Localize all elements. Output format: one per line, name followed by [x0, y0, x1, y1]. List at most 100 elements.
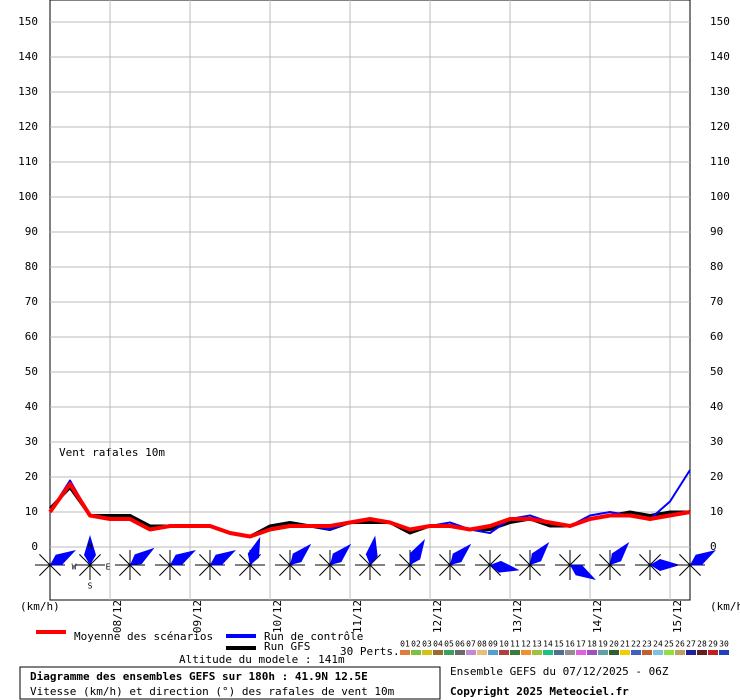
wind-arrow: [450, 543, 472, 565]
y-tick-label: 80: [25, 260, 38, 273]
perturbation-swatch: [675, 650, 685, 655]
wind-arrow: [365, 535, 378, 565]
perturbation-swatch: [510, 650, 520, 655]
y-tick-label: 120: [18, 120, 38, 133]
y-tick-label: 50: [25, 365, 38, 378]
copyright: Copyright 2025 Meteociel.fr: [450, 685, 629, 698]
wind-arrow: [409, 539, 425, 565]
perturbation-swatch: [708, 650, 718, 655]
perturbations-label: 30 Perts.: [340, 645, 400, 658]
wind-arrow: [210, 550, 236, 566]
y-tick-label: 80: [710, 260, 723, 273]
y-tick-label: 110: [18, 155, 38, 168]
perturbation-label: 12: [521, 640, 531, 649]
altitude: Altitude du modele : 141m: [179, 653, 345, 666]
compass-label: N: [88, 542, 93, 551]
wind-arrow: [84, 535, 96, 565]
y-tick-label: 40: [710, 400, 723, 413]
perturbation-label: 03: [422, 640, 432, 649]
perturbation-swatch: [642, 650, 652, 655]
y-tick-label: 70: [25, 295, 38, 308]
x-tick-label: 09/12: [191, 600, 204, 633]
footer-subtitle: Vitesse (km/h) et direction (°) des rafa…: [30, 685, 395, 698]
x-tick-label: 12/12: [431, 600, 444, 633]
perturbation-swatch: [653, 650, 663, 655]
perturbation-label: 13: [532, 640, 542, 649]
run-info: Ensemble GEFS du 07/12/2025 - 06Z: [450, 665, 669, 678]
perturbation-label: 25: [664, 640, 674, 649]
perturbation-swatch: [433, 650, 443, 655]
y-tick-label: 130: [18, 85, 38, 98]
perturbation-label: 24: [653, 640, 663, 649]
compass-label: S: [88, 582, 93, 591]
perturbation-swatch: [455, 650, 465, 655]
perturbation-label: 05: [444, 640, 454, 649]
perturbation-swatch: [631, 650, 641, 655]
perturbation-label: 27: [686, 640, 696, 649]
wind-arrow: [690, 550, 716, 566]
perturbation-swatch: [554, 650, 564, 655]
legend-label: Run de contrôle: [264, 630, 363, 643]
y-tick-label: 100: [18, 190, 38, 203]
x-tick-label: 08/12: [111, 600, 124, 633]
perturbation-label: 14: [543, 640, 553, 649]
perturbation-swatch: [664, 650, 674, 655]
perturbation-label: 23: [642, 640, 652, 649]
perturbation-label: 17: [576, 640, 586, 649]
y-tick-label: 140: [710, 50, 730, 63]
perturbation-label: 10: [499, 640, 509, 649]
y-tick-label: 90: [25, 225, 38, 238]
wind-arrow: [650, 559, 680, 571]
perturbation-label: 16: [565, 640, 575, 649]
perturbation-swatch: [576, 650, 586, 655]
y-tick-label: 20: [710, 470, 723, 483]
wind-arrow: [490, 560, 520, 573]
perturbation-label: 07: [466, 640, 476, 649]
y-tick-label: 0: [31, 540, 38, 553]
x-tick-label: 11/12: [351, 600, 364, 633]
footer-title: Diagramme des ensembles GEFS sur 180h : …: [30, 670, 368, 683]
y-tick-label: 140: [18, 50, 38, 63]
footer-box: [19, 666, 441, 700]
y-tick-label: 150: [18, 15, 38, 28]
wind-arrow: [330, 543, 352, 565]
y-tick-label: 60: [25, 330, 38, 343]
perturbation-label: 08: [477, 640, 487, 649]
y-tick-label: 150: [710, 15, 730, 28]
perturbation-label: 11: [510, 640, 520, 649]
series-line: [48, 482, 691, 539]
perturbation-swatch: [609, 650, 619, 655]
x-tick-label: 15/12: [671, 600, 684, 633]
wind-arrow: [290, 543, 312, 565]
y-tick-label: 130: [710, 85, 730, 98]
y-tick-label: 100: [710, 190, 730, 203]
perturbation-label: 09: [488, 640, 498, 649]
y-unit: (km/h): [20, 600, 60, 613]
perturbation-label: 20: [609, 640, 619, 649]
perturbation-swatch: [532, 650, 542, 655]
perturbation-swatch: [521, 650, 531, 655]
perturbation-swatch: [719, 650, 729, 655]
y-unit: (km/h): [710, 600, 740, 613]
perturbation-swatch: [543, 650, 553, 655]
perturbation-swatch: [466, 650, 476, 655]
perturbation-swatch: [477, 650, 487, 655]
perturbation-label: 04: [433, 640, 443, 649]
perturbation-swatch: [686, 650, 696, 655]
perturbation-label: 06: [455, 640, 465, 649]
perturbation-swatch: [488, 650, 498, 655]
compass-label: W: [72, 563, 77, 572]
perturbation-label: 01: [400, 640, 410, 649]
perturbation-swatch: [400, 650, 410, 655]
perturbation-label: 29: [708, 640, 718, 649]
y-tick-label: 50: [710, 365, 723, 378]
perturbation-label: 30: [719, 640, 729, 649]
perturbation-swatch: [444, 650, 454, 655]
y-tick-label: 90: [710, 225, 723, 238]
perturbation-label: 22: [631, 640, 641, 649]
wind-arrow: [50, 550, 76, 566]
perturbation-swatch: [587, 650, 597, 655]
perturbation-swatch: [499, 650, 509, 655]
perturbation-swatch: [565, 650, 575, 655]
